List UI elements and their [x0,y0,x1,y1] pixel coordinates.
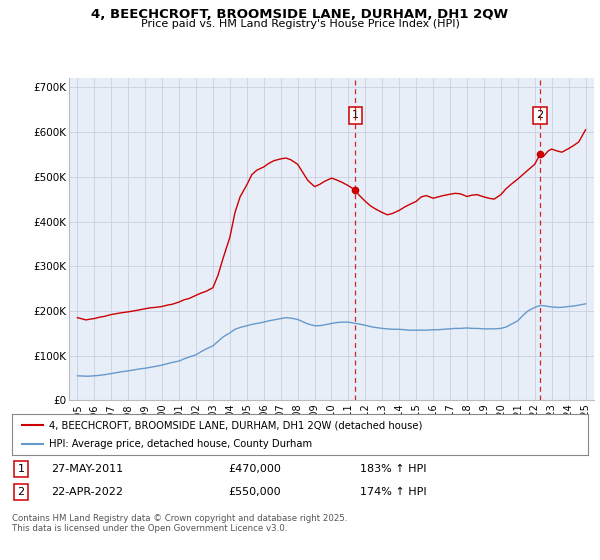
Text: 174% ↑ HPI: 174% ↑ HPI [360,487,427,497]
Text: £550,000: £550,000 [228,487,281,497]
Text: 4, BEECHCROFT, BROOMSIDE LANE, DURHAM, DH1 2QW: 4, BEECHCROFT, BROOMSIDE LANE, DURHAM, D… [91,8,509,21]
Text: 2: 2 [536,110,544,120]
Text: Price paid vs. HM Land Registry's House Price Index (HPI): Price paid vs. HM Land Registry's House … [140,19,460,29]
Text: £470,000: £470,000 [228,464,281,474]
Text: HPI: Average price, detached house, County Durham: HPI: Average price, detached house, Coun… [49,439,313,449]
Text: 22-APR-2022: 22-APR-2022 [51,487,123,497]
Text: 4, BEECHCROFT, BROOMSIDE LANE, DURHAM, DH1 2QW (detached house): 4, BEECHCROFT, BROOMSIDE LANE, DURHAM, D… [49,421,423,430]
Text: 27-MAY-2011: 27-MAY-2011 [51,464,123,474]
Text: 1: 1 [352,110,359,120]
Text: 2: 2 [17,487,25,497]
Text: 183% ↑ HPI: 183% ↑ HPI [360,464,427,474]
Text: Contains HM Land Registry data © Crown copyright and database right 2025.
This d: Contains HM Land Registry data © Crown c… [12,514,347,534]
Text: 1: 1 [17,464,25,474]
